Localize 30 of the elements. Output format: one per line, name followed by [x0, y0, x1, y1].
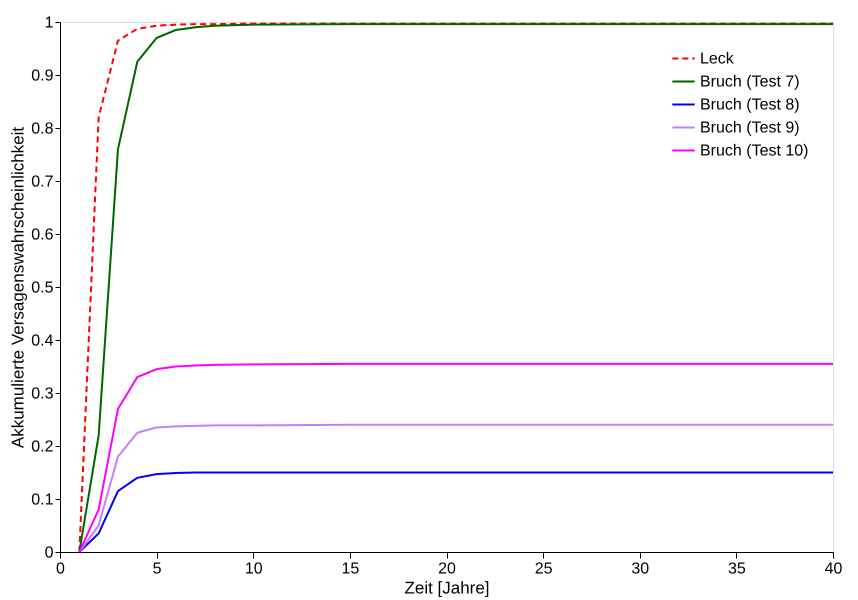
x-tick-label: 10: [244, 560, 263, 578]
line-series: [78, 424, 834, 553]
line-series: [78, 362, 834, 553]
legend-label: Leck: [700, 50, 735, 68]
x-tick-label: 15: [341, 560, 360, 578]
y-tick-label: 0.6: [31, 226, 54, 244]
y-tick-label: 0.8: [31, 120, 54, 138]
y-tick-label: 0: [44, 544, 54, 562]
legend-label: Bruch (Test 10): [700, 142, 808, 160]
x-axis-title: Zeit [Jahre]: [404, 578, 490, 598]
x-tick-label: 0: [56, 560, 66, 578]
y-tick-label: 0.2: [31, 438, 54, 456]
x-tick-label: 5: [152, 560, 162, 578]
y-tick-label: 0.7: [31, 174, 54, 190]
x-tick-label: 30: [631, 560, 650, 578]
y-tick-label: 0.9: [31, 68, 54, 84]
y-tick-label: 0.1: [31, 492, 54, 508]
y-tick-label: 0.3: [31, 386, 54, 402]
line-series: [78, 472, 834, 553]
legend-label: Bruch (Test 9): [700, 120, 800, 136]
x-tick-label: 25: [534, 560, 553, 578]
x-tick-label: 35: [728, 560, 746, 578]
y-axis-title: Akkumulierte Versagenswahrscheinlichkeit: [8, 126, 28, 448]
y-tick-label: 0.4: [31, 332, 54, 350]
legend-label: Bruch (Test 8): [700, 96, 800, 114]
x-tick-label: 40: [824, 560, 842, 578]
legend-label: Bruch (Test 7): [700, 74, 800, 90]
y-tick-label: 1: [44, 14, 54, 32]
y-tick-label: 0.5: [31, 280, 54, 296]
x-tick-label: 20: [438, 560, 456, 578]
